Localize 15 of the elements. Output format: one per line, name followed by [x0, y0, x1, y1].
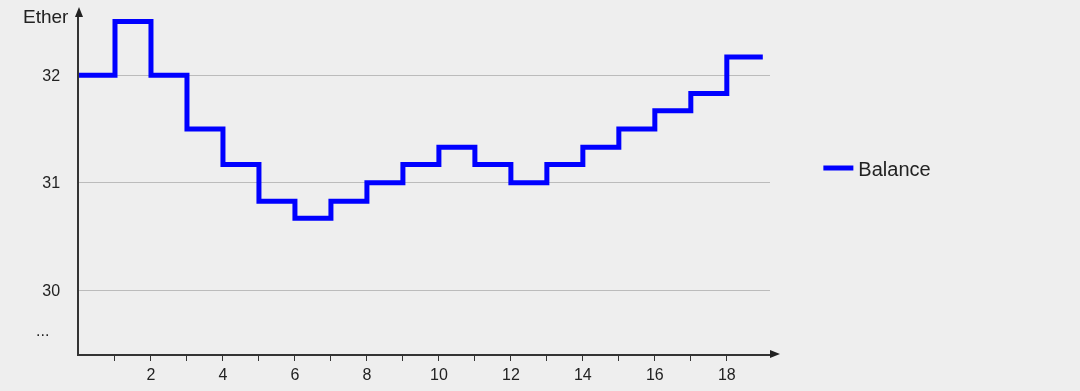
x-tick-label: 18 [717, 365, 736, 383]
legend-label: Balance [858, 157, 931, 180]
text: ... [36, 322, 50, 339]
x-tick-label: 16 [645, 365, 664, 383]
y-axis-title: Ether [23, 6, 70, 27]
x-tick-label: 12 [501, 365, 520, 383]
x-tick-label: 8 [362, 365, 372, 383]
y-tick-label: 31 [42, 174, 61, 192]
x-tick-label: 10 [430, 365, 448, 383]
y-tick-label: 30 [42, 282, 61, 300]
x-tick-label: 14 [573, 365, 592, 383]
x-tick-label: 6 [290, 365, 300, 383]
x-tick-label: 2 [146, 365, 156, 383]
x-tick-label: 4 [218, 365, 228, 383]
y-tick-label: 32 [42, 66, 61, 84]
